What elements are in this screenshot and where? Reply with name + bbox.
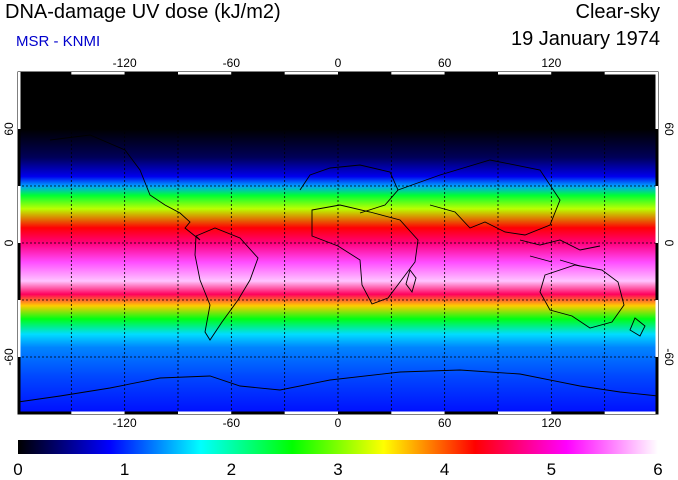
frame-bar-top <box>551 72 605 75</box>
colorbar-tick-label: 5 <box>547 460 556 479</box>
colorbar-tick-label: 0 <box>13 460 22 479</box>
lat-tick-label-right: -60 <box>662 348 676 366</box>
lat-tick-label-right: 0 <box>662 240 676 247</box>
frame-bar-right <box>655 72 658 129</box>
frame-bar-right <box>655 129 658 186</box>
frame-bar-bottom <box>444 411 498 414</box>
date-label: 19 January 1974 <box>510 28 660 50</box>
lon-tick-label-top: -120 <box>113 56 137 70</box>
coast-new-zealand <box>629 317 646 337</box>
lon-tick-label-bottom: 0 <box>335 416 342 430</box>
frame-bar-top <box>391 72 445 75</box>
frame-bar-top <box>124 72 178 75</box>
coast-south-america <box>194 227 259 341</box>
frame-bar-top <box>498 72 552 75</box>
frame-bar-top <box>18 72 72 75</box>
lat-tick-label-right: 60 <box>662 122 676 136</box>
axis-labels: -120 -120 -60 -60 0 0 60 60 120 120 60 60 0 0 -60 -60 <box>2 56 676 430</box>
colorbar-tick-label: 2 <box>227 460 236 479</box>
map-title: DNA-damage UV dose (kJ/m2) <box>5 1 281 23</box>
coast-north-america <box>49 134 201 241</box>
coast-africa <box>311 204 419 305</box>
frame-bar-bottom <box>178 411 232 414</box>
coast-madagascar <box>405 269 417 293</box>
frame-bar-top <box>604 72 658 75</box>
lon-tick-label-bottom: -120 <box>113 416 137 430</box>
frame-bar-left <box>18 129 21 186</box>
frame-bar-bottom <box>284 411 338 414</box>
frame-bar-right <box>655 186 658 243</box>
lon-tick-label-bottom: 60 <box>438 416 452 430</box>
coast-antarctica <box>18 369 658 403</box>
coast-asia <box>397 159 561 236</box>
frame-bar-right <box>655 243 658 300</box>
colorbar-tick-label: 6 <box>653 460 662 479</box>
frame-bar-bottom <box>498 411 552 414</box>
frame-bar-right <box>655 357 658 414</box>
lon-tick-label-top: -60 <box>223 56 241 70</box>
colorbar-tick-label: 3 <box>333 460 342 479</box>
frame-bar-bottom <box>71 411 125 414</box>
frame-bar-left <box>18 186 21 243</box>
frame-bar-left <box>18 72 21 129</box>
frame-bar-top <box>284 72 338 75</box>
lon-tick-label-bottom: -60 <box>223 416 241 430</box>
frame-bar-bottom <box>18 411 72 414</box>
lon-tick-label-top: 120 <box>541 56 561 70</box>
source-label: MSR - KNMI <box>16 33 101 50</box>
colorbar <box>18 440 658 454</box>
lat-tick-label-left: -60 <box>2 348 16 366</box>
frame-bar-top <box>444 72 498 75</box>
frame-bar-left <box>18 243 21 300</box>
coast-australia <box>539 264 625 329</box>
frame-bar-bottom <box>124 411 178 414</box>
frame-bar-left <box>18 357 21 414</box>
frame-bar-bottom <box>231 411 285 414</box>
frame-bar-bottom <box>338 411 392 414</box>
coast-europe <box>299 164 399 214</box>
lon-tick-label-top: 0 <box>335 56 342 70</box>
frame-bar-top <box>338 72 392 75</box>
frame-bar-bottom <box>551 411 605 414</box>
colorbar-tick-label: 1 <box>120 460 129 479</box>
frame-bar-top <box>178 72 232 75</box>
sky-condition-label: Clear-sky <box>575 1 660 23</box>
colorbar-tick-label: 4 <box>440 460 449 479</box>
lat-tick-label-left: 60 <box>2 122 16 136</box>
frame-bar-right <box>655 300 658 357</box>
colorbar-labels: 0 1 2 3 4 5 6 <box>13 460 662 479</box>
frame-bar-top <box>71 72 125 75</box>
frame-bar-bottom <box>604 411 658 414</box>
coastlines <box>18 134 658 403</box>
graticule <box>18 72 658 414</box>
frame-bar-left <box>18 300 21 357</box>
frame-tick-bars <box>18 72 658 414</box>
lat-tick-label-left: 0 <box>2 239 16 246</box>
lon-tick-label-bottom: 120 <box>541 416 561 430</box>
frame-bar-top <box>231 72 285 75</box>
lon-tick-label-top: 60 <box>438 56 452 70</box>
frame-bar-bottom <box>391 411 445 414</box>
